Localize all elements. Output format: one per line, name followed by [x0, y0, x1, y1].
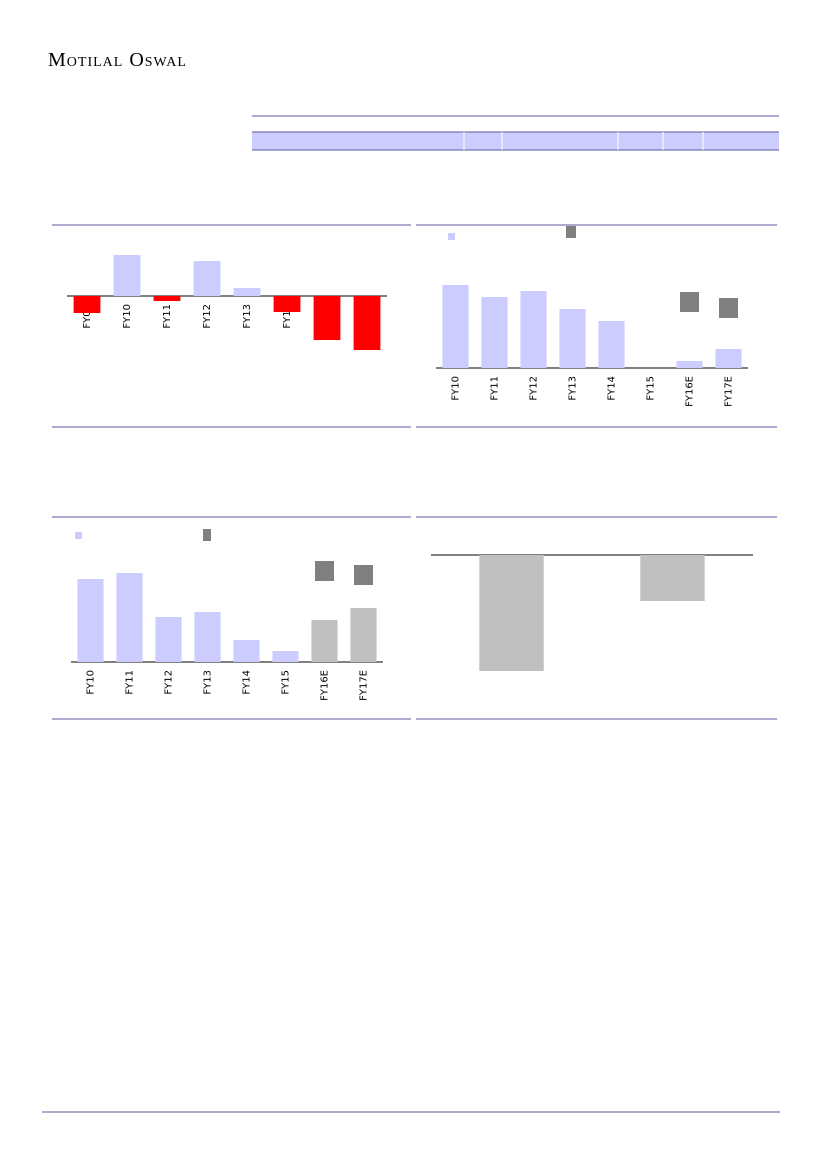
x-tick-label: FY16E — [320, 670, 331, 701]
marker-box — [719, 298, 738, 318]
bar — [233, 288, 261, 296]
x-tick-label: FY14 — [607, 376, 618, 401]
bar — [73, 296, 101, 313]
marker-box — [680, 292, 699, 312]
x-tick-label: FY15 — [646, 376, 657, 401]
x-tick-label: FY15 — [281, 670, 292, 695]
bar — [113, 255, 141, 296]
bar — [311, 620, 338, 662]
bar — [233, 640, 260, 662]
bar — [481, 297, 508, 368]
bar — [520, 291, 547, 368]
table — [252, 115, 779, 151]
bar — [273, 296, 301, 312]
legend-marker — [448, 233, 455, 240]
x-tick-label: FY17E — [359, 670, 370, 701]
x-tick-label: FY11 — [125, 670, 136, 695]
logo: Motilal Oswal — [48, 49, 187, 71]
bar — [153, 296, 181, 301]
bar — [353, 296, 381, 350]
bar — [272, 651, 299, 662]
legend-marker — [566, 226, 576, 238]
x-tick-label: FY13 — [568, 376, 579, 401]
bar — [350, 608, 377, 662]
bar — [559, 309, 586, 368]
bar — [479, 555, 544, 671]
frames — [42, 224, 780, 1113]
x-tick-label: FY14 — [242, 670, 253, 695]
bar — [676, 361, 703, 368]
bar — [442, 285, 469, 368]
legend-marker — [75, 532, 82, 539]
x-tick-label: FY12 — [202, 304, 213, 329]
x-tick-label: FY11 — [162, 304, 173, 329]
bar — [194, 612, 221, 662]
x-tick-label: FY12 — [529, 376, 540, 401]
legend-marker — [203, 529, 211, 541]
x-tick-label: FY17E — [724, 376, 735, 407]
marker-box — [315, 561, 334, 581]
x-tick-label: FY11 — [490, 376, 501, 401]
x-tick-label: FY10 — [451, 376, 462, 401]
bar — [155, 617, 182, 662]
bar — [77, 579, 104, 662]
bar — [715, 349, 742, 368]
x-tick-label: FY13 — [203, 670, 214, 695]
bar — [313, 296, 341, 340]
bar — [116, 573, 143, 662]
x-tick-label: FY10 — [86, 670, 97, 695]
x-tick-label: FY13 — [242, 304, 253, 329]
bar — [640, 555, 705, 601]
x-tick-label: FY10 — [122, 304, 133, 329]
bar — [598, 321, 625, 368]
marker-box — [354, 565, 373, 585]
bar — [193, 261, 221, 296]
x-tick-label: FY09 — [82, 304, 93, 329]
x-tick-label: FY14 — [282, 304, 293, 329]
x-tick-label: FY12 — [164, 670, 175, 695]
x-tick-label: FY16E — [685, 376, 696, 407]
